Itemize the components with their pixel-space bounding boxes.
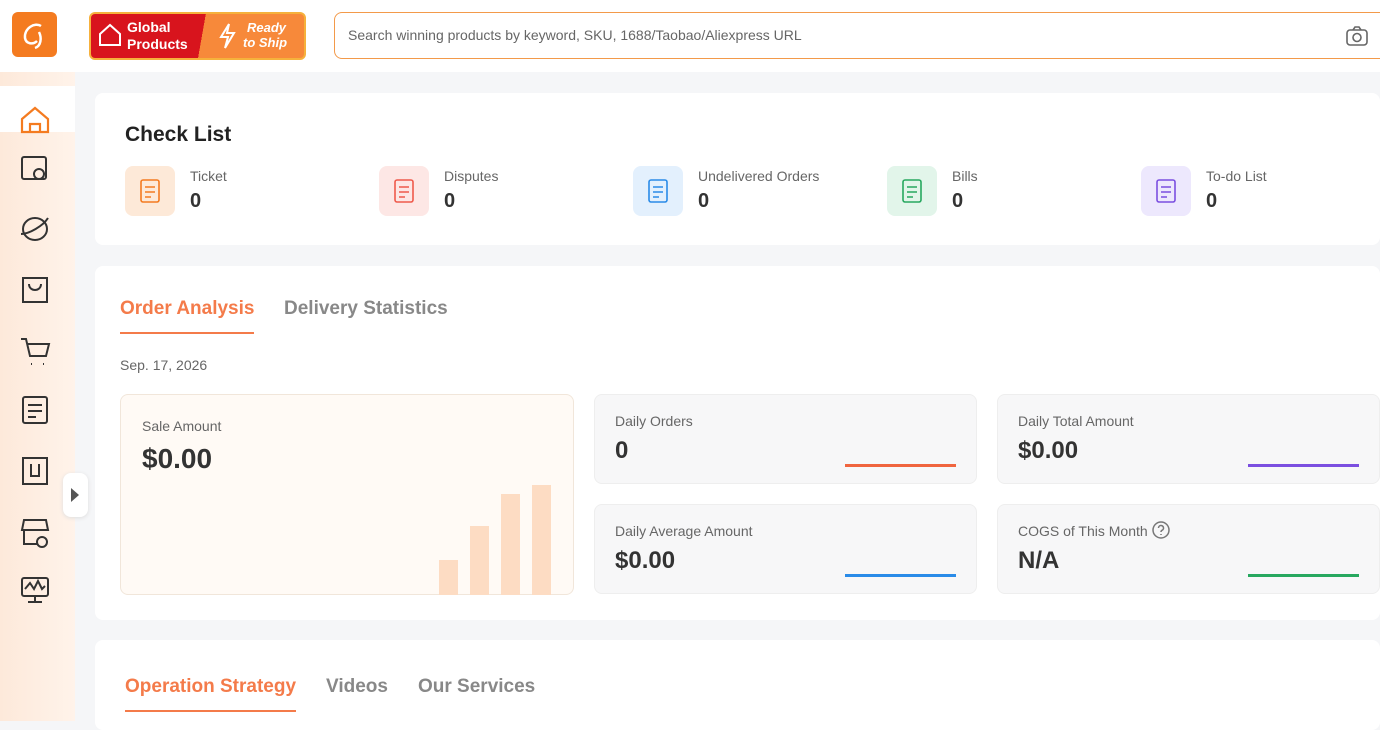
tab-underline [120, 332, 254, 334]
badge-text: to Ship [243, 35, 288, 50]
banner[interactable]: Global Products Ready to Ship [89, 12, 306, 60]
item-label: Disputes [444, 168, 499, 184]
item-count: 0 [190, 190, 202, 212]
resources-card: Operation Strategy Videos Our Services [95, 640, 1380, 730]
item-label: Ticket [190, 168, 227, 184]
tab[interactable]: Videos [326, 676, 388, 697]
trend-line [845, 574, 956, 577]
tabs: Operation Strategy Videos Our Services [125, 676, 725, 716]
stat-label: Daily Average Amount [615, 523, 753, 539]
stat-card: Daily Total Amount $0.00 [997, 394, 1380, 484]
item-icon[interactable] [379, 166, 429, 216]
collapse-toggle[interactable] [63, 473, 88, 517]
trend-line [1248, 574, 1359, 577]
item-icon[interactable] [887, 166, 937, 216]
tab[interactable]: Order Analysis [120, 298, 255, 319]
item-label: Undelivered Orders [698, 168, 820, 184]
stat-label: Sale Amount [142, 418, 222, 434]
camera-icon[interactable] [1345, 25, 1369, 47]
decor-bars [439, 485, 551, 595]
item-label: Bills [952, 168, 978, 184]
stat-value: $0.00 [1018, 437, 1079, 464]
date: Sep. 17, 2026 [120, 357, 208, 373]
tab[interactable]: Our Services [418, 676, 536, 697]
stat-value: 0 [615, 437, 629, 464]
header: Global Products Ready to Ship Search win… [0, 0, 1380, 72]
badge-text: Ready [247, 20, 287, 35]
search-placeholder: Search winning products by keyword, SKU,… [348, 27, 802, 43]
help-icon[interactable] [1148, 521, 1172, 540]
check-list-card: Check List Ticket 0 Disputes 0 Undelivered O… [95, 93, 1380, 245]
stat-card: COGS of This Month N/A [997, 504, 1380, 594]
nav-icons [20, 106, 51, 603]
stat-value: $0.00 [142, 443, 213, 474]
item-count: 0 [952, 190, 964, 212]
tab-underline [125, 710, 296, 712]
stat-label: COGS of This Month [1018, 523, 1148, 539]
tabs: Order Analysis Delivery Statistics [120, 298, 720, 338]
stat-value: N/A [1018, 547, 1060, 574]
item-icon[interactable] [633, 166, 683, 216]
sale-card: Sale Amount $0.00 [120, 394, 574, 595]
banner-text: Products [127, 36, 188, 52]
stat-value: $0.00 [615, 547, 676, 574]
trend-line [845, 464, 956, 467]
item-icon[interactable] [1141, 166, 1191, 216]
item-icon[interactable] [125, 166, 175, 216]
search-box[interactable]: Search winning products by keyword, SKU,… [334, 12, 1380, 59]
item-label: To-do List [1206, 168, 1267, 184]
item-count: 0 [698, 190, 710, 212]
banner-text: Global [127, 19, 171, 35]
card-title: Check List [125, 123, 232, 146]
stat-label: Daily Orders [615, 413, 693, 429]
tab[interactable]: Operation Strategy [125, 676, 297, 697]
item-count: 0 [1206, 190, 1218, 212]
stat-card: Daily Orders 0 [594, 394, 977, 484]
logo[interactable] [12, 12, 57, 57]
check-list: Ticket 0 Disputes 0 Undelivered Orders 0 Bills… [125, 166, 1375, 218]
item-count: 0 [444, 190, 456, 212]
order-card: Order Analysis Delivery Statistics Sep. 1… [95, 266, 1380, 620]
tab[interactable]: Delivery Statistics [284, 298, 448, 319]
stat-card: Daily Average Amount $0.00 [594, 504, 977, 594]
sidebar [0, 72, 88, 721]
stat-label: Daily Total Amount [1018, 413, 1134, 429]
trend-line [1248, 464, 1359, 467]
stats: Daily Orders 0 Daily Total Amount $0.00 Dail… [594, 394, 1380, 595]
